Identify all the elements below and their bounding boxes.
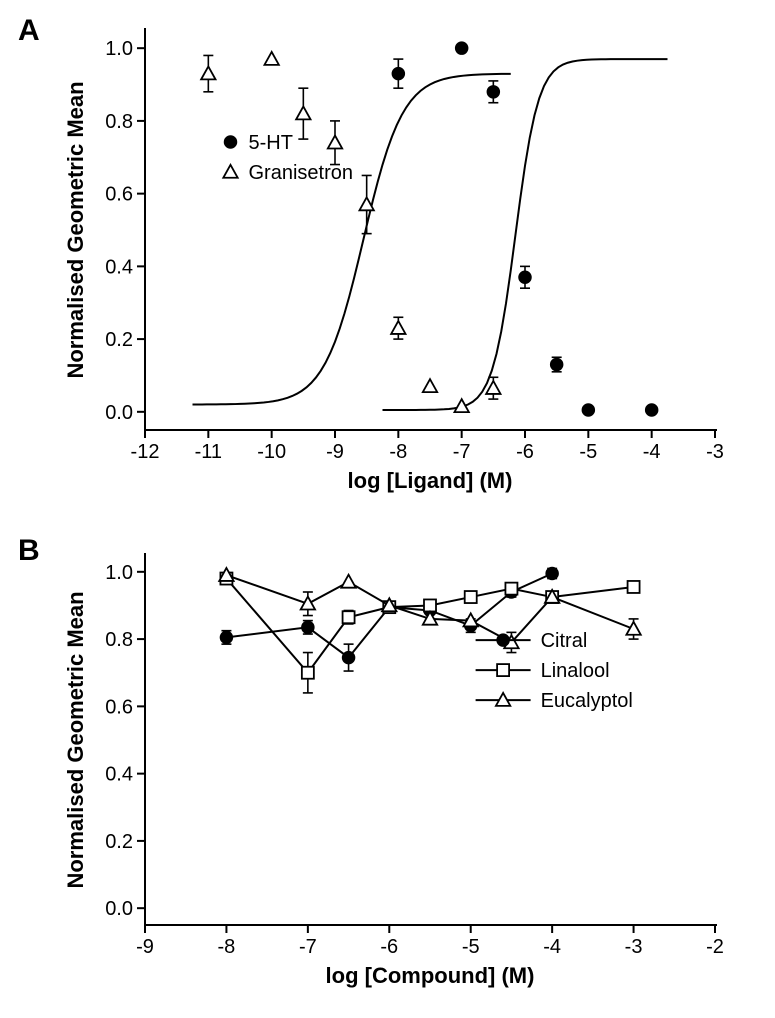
figure: A -12 -11 -10 -9 -8 -7 -6 -5 -4 -3 0.0 0.2 0.4 0.6 0.8 1… xyxy=(0,0,775,1018)
svg-text:-9: -9 xyxy=(136,936,154,958)
svg-text:-7: -7 xyxy=(453,441,471,463)
svg-text:-6: -6 xyxy=(516,441,534,463)
svg-text:-10: -10 xyxy=(257,441,286,463)
svg-text:Citral: Citral xyxy=(541,630,588,652)
svg-text:-8: -8 xyxy=(218,936,236,958)
panel-label-a: A xyxy=(18,14,40,47)
svg-text:Normalised Geometric Mean: Normalised Geometric Mean xyxy=(63,591,88,888)
svg-text:0.0: 0.0 xyxy=(105,898,133,920)
svg-text:0.0: 0.0 xyxy=(105,402,133,424)
panel-label-b: B xyxy=(18,534,40,567)
svg-text:Eucalyptol: Eucalyptol xyxy=(541,690,633,712)
svg-text:-2: -2 xyxy=(706,936,724,958)
svg-text:-7: -7 xyxy=(299,936,317,958)
panel-a: A -12 -11 -10 -9 -8 -7 -6 -5 -4 -3 0.0 0.2 0.4 0.6 0.8 1… xyxy=(0,0,775,520)
svg-text:0.2: 0.2 xyxy=(105,831,133,853)
svg-text:-6: -6 xyxy=(380,936,398,958)
svg-text:1.0: 1.0 xyxy=(105,38,133,60)
svg-text:0.6: 0.6 xyxy=(105,696,133,718)
series-5-ht xyxy=(383,42,668,416)
svg-text:-12: -12 xyxy=(131,441,160,463)
svg-text:-3: -3 xyxy=(706,441,724,463)
svg-text:0.8: 0.8 xyxy=(105,111,133,133)
svg-text:0.4: 0.4 xyxy=(105,764,133,786)
svg-text:0.4: 0.4 xyxy=(105,256,133,278)
svg-text:log [Compound] (M): log [Compound] (M) xyxy=(326,963,535,988)
svg-text:-11: -11 xyxy=(195,441,222,463)
svg-text:Normalised Geometric Mean: Normalised Geometric Mean xyxy=(63,81,88,378)
svg-text:Granisetron: Granisetron xyxy=(249,162,354,184)
svg-text:-3: -3 xyxy=(625,936,643,958)
svg-text:0.2: 0.2 xyxy=(105,329,133,351)
svg-text:5-HT: 5-HT xyxy=(249,132,293,154)
svg-text:-4: -4 xyxy=(543,936,561,958)
svg-text:log [Ligand] (M): log [Ligand] (M) xyxy=(348,468,513,493)
svg-text:-5: -5 xyxy=(462,936,480,958)
svg-text:Linalool: Linalool xyxy=(541,660,610,682)
panel-b: B -9 -8 -7 -6 -5 -4 -3 -2 0.0 0.2 0.4 0.6 0.8 1.0 log [… xyxy=(0,520,775,1018)
svg-text:0.8: 0.8 xyxy=(105,629,133,651)
svg-text:1.0: 1.0 xyxy=(105,562,133,584)
legend: Citral Linalool Eucalyptol xyxy=(476,630,633,712)
series-granisetron xyxy=(193,52,511,412)
svg-text:-8: -8 xyxy=(389,441,407,463)
svg-text:-4: -4 xyxy=(643,441,661,463)
svg-text:-9: -9 xyxy=(326,441,344,463)
svg-text:0.6: 0.6 xyxy=(105,184,133,206)
svg-text:-5: -5 xyxy=(579,441,597,463)
